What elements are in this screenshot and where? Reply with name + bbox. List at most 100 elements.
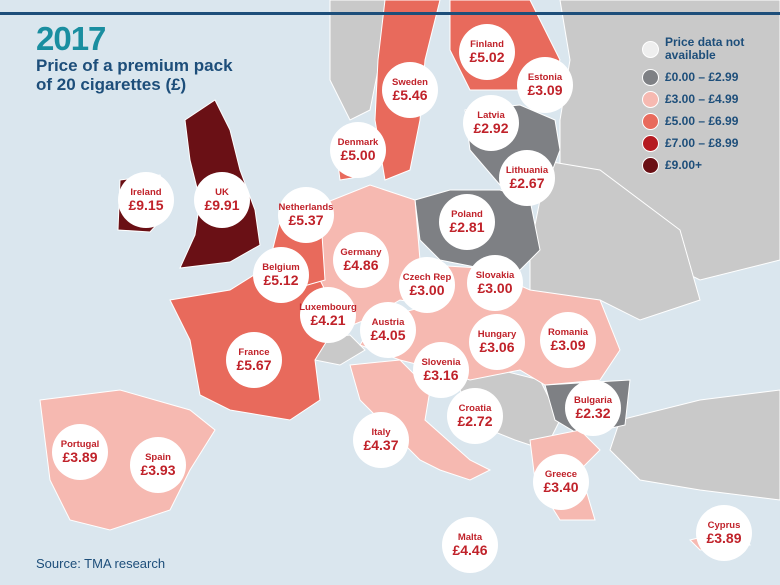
country-bubble-poland: Poland £2.81 <box>439 194 495 250</box>
country-price: £3.93 <box>140 462 176 478</box>
country-price: £5.02 <box>469 49 505 65</box>
country-price: £4.46 <box>452 542 488 558</box>
legend-swatch <box>642 90 659 108</box>
country-price: £2.72 <box>457 413 493 429</box>
country-name: Croatia <box>458 403 492 414</box>
title-subtitle: Price of a premium pack of 20 cigarettes… <box>36 56 233 94</box>
country-price: £2.92 <box>473 120 509 136</box>
country-bubble-sweden: Sweden £5.46 <box>382 62 438 118</box>
country-bubble-luxembourg: Luxembourg £4.21 <box>299 287 357 343</box>
country-price: £3.06 <box>479 339 515 355</box>
country-name: Romania <box>547 327 589 338</box>
legend-label: £0.00 – £2.99 <box>665 70 739 84</box>
country-name: Hungary <box>477 329 517 340</box>
country-name: Germany <box>340 247 382 258</box>
country-bubble-greece: Greece £3.40 <box>533 454 589 510</box>
country-price: £5.67 <box>236 357 272 373</box>
legend-item: £0.00 – £2.99 <box>642 66 765 88</box>
country-bubble-austria: Austria £4.05 <box>360 302 416 358</box>
country-name: Malta <box>457 532 483 543</box>
region-na-turkey <box>609 389 780 501</box>
country-bubble-uk: UK £9.91 <box>194 172 250 228</box>
legend-item: £5.00 – £6.99 <box>642 110 765 132</box>
country-price: £4.37 <box>363 437 399 453</box>
country-name: Denmark <box>337 137 379 148</box>
country-bubble-slovenia: Slovenia £3.16 <box>413 342 469 398</box>
country-bubble-bulgaria: Bulgaria £2.32 <box>565 380 621 436</box>
country-bubble-netherlands: Netherlands £5.37 <box>278 187 334 243</box>
country-name: Cyprus <box>707 520 741 531</box>
legend-swatch <box>642 68 659 86</box>
legend: Price data not available £0.00 – £2.99 £3.… <box>642 34 765 176</box>
country-bubble-latvia: Latvia £2.92 <box>463 95 519 151</box>
country-bubble-cyprus: Cyprus £3.89 <box>696 505 752 561</box>
country-price: £9.91 <box>204 197 240 213</box>
country-name: Latvia <box>477 110 505 121</box>
country-price: £3.00 <box>409 282 445 298</box>
country-bubble-germany: Germany £4.86 <box>333 232 389 288</box>
country-name: Luxembourg <box>299 302 357 313</box>
region-na-norway <box>329 0 391 121</box>
country-name: Austria <box>371 317 405 328</box>
country-price: £3.89 <box>62 449 98 465</box>
country-name: France <box>238 347 270 358</box>
country-name: Lithuania <box>505 165 549 176</box>
country-bubble-malta: Malta £4.46 <box>442 517 498 573</box>
country-name: Slovenia <box>421 357 461 368</box>
country-name: Portugal <box>60 439 100 450</box>
country-bubble-denmark: Denmark £5.00 <box>330 122 386 178</box>
country-price: £3.00 <box>477 280 513 296</box>
legend-label: £5.00 – £6.99 <box>665 114 739 128</box>
source-note: Source: TMA research <box>36 556 166 571</box>
country-name: Bulgaria <box>573 395 612 406</box>
legend-swatch <box>642 112 659 130</box>
country-name: Belgium <box>262 262 300 273</box>
country-bubble-lithuania: Lithuania £2.67 <box>499 150 555 206</box>
country-bubble-estonia: Estonia £3.09 <box>517 57 573 113</box>
legend-item: Price data not available <box>642 34 765 64</box>
country-price: £3.89 <box>706 530 742 546</box>
country-bubble-czech-rep: Czech Rep £3.00 <box>399 257 455 313</box>
country-price: £4.05 <box>370 327 406 343</box>
country-bubble-ireland: Ireland £9.15 <box>118 172 174 228</box>
country-name: Czech Rep <box>402 272 452 283</box>
country-name: Sweden <box>392 77 428 88</box>
country-name: Italy <box>371 427 391 438</box>
legend-swatch <box>642 156 659 174</box>
legend-label: Price data not available <box>665 35 745 62</box>
country-name: Greece <box>544 469 578 480</box>
country-price: £2.67 <box>509 175 545 191</box>
country-bubble-france: France £5.67 <box>226 332 282 388</box>
country-bubble-belgium: Belgium £5.12 <box>253 247 309 303</box>
legend-item: £9.00+ <box>642 154 765 176</box>
country-bubble-portugal: Portugal £3.89 <box>52 424 108 480</box>
top-rule <box>0 12 780 15</box>
country-name: Slovakia <box>475 270 515 281</box>
title-year: 2017 <box>36 20 106 57</box>
legend-label: £9.00+ <box>665 158 703 172</box>
country-name: UK <box>215 187 229 198</box>
legend-swatch <box>642 40 659 58</box>
country-price: £5.12 <box>263 272 299 288</box>
country-price: £2.81 <box>449 219 485 235</box>
country-bubble-romania: Romania £3.09 <box>540 312 596 368</box>
country-bubble-hungary: Hungary £3.06 <box>469 314 525 370</box>
country-price: £5.37 <box>288 212 324 228</box>
country-bubble-finland: Finland £5.02 <box>459 24 515 80</box>
country-price: £3.40 <box>543 479 579 495</box>
country-price: £5.46 <box>392 87 428 103</box>
country-bubble-slovakia: Slovakia £3.00 <box>467 255 523 311</box>
country-price: £3.16 <box>423 367 459 383</box>
country-price: £9.15 <box>128 197 164 213</box>
country-bubble-italy: Italy £4.37 <box>353 412 409 468</box>
country-bubble-spain: Spain £3.93 <box>130 437 186 493</box>
country-name: Spain <box>145 452 171 463</box>
country-name: Netherlands <box>278 202 334 213</box>
country-name: Poland <box>451 209 483 220</box>
legend-label: £3.00 – £4.99 <box>665 92 739 106</box>
country-bubble-croatia: Croatia £2.72 <box>447 388 503 444</box>
country-name: Estonia <box>527 72 563 83</box>
legend-label: £7.00 – £8.99 <box>665 136 739 150</box>
country-price: £3.09 <box>550 337 586 353</box>
legend-swatch <box>642 134 659 152</box>
